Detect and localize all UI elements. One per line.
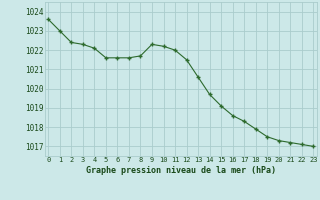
X-axis label: Graphe pression niveau de la mer (hPa): Graphe pression niveau de la mer (hPa) (86, 166, 276, 175)
